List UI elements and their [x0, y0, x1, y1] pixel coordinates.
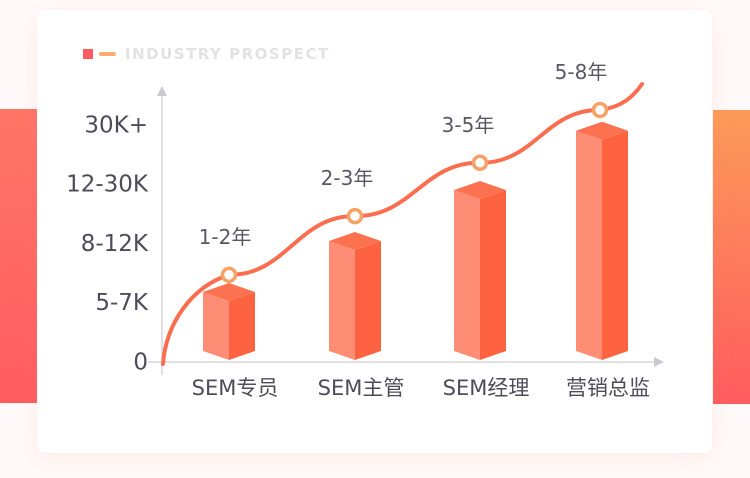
experience-trend-line: [161, 82, 644, 366]
year-annotation: 3-5年: [442, 113, 495, 137]
y-tick-label: 12-30K: [66, 172, 149, 198]
y-tick-label: 8-12K: [81, 231, 149, 257]
bar-right-face: [229, 292, 255, 360]
bar-top-face: [203, 283, 255, 302]
bar-right-face: [480, 190, 506, 360]
bar-left-face: [576, 130, 602, 360]
x-axis-label: SEM专员: [192, 376, 279, 400]
bar-right-face: [602, 130, 628, 360]
bar-top-face: [576, 121, 628, 140]
x-axis-label: SEM主管: [318, 376, 405, 400]
section-header: INDUSTRY PROSPECT: [83, 44, 330, 64]
legend-dash-icon: [99, 52, 116, 56]
line-point-marker: [346, 207, 364, 225]
line-point-marker: [220, 266, 238, 284]
right-edge-gradient-strip: [713, 110, 750, 404]
y-tick-label: 30K+: [84, 112, 148, 138]
y-tick-label: 5-7K: [95, 290, 149, 316]
bar-top-face: [454, 181, 506, 200]
x-axis-label: 营销总监: [566, 376, 650, 400]
left-edge-gradient-strip: [0, 109, 37, 403]
year-annotation: 1-2年: [199, 225, 252, 249]
year-annotation: 5-8年: [555, 60, 608, 84]
bar-left-face: [454, 190, 480, 360]
y-axis-arrow-icon: [157, 86, 167, 96]
line-point-marker: [471, 154, 489, 172]
bar-right-face: [355, 241, 381, 360]
x-axis-label: SEM经理: [443, 376, 530, 400]
bar-top-face: [329, 232, 381, 251]
line-point-marker: [591, 101, 609, 119]
x-axis-arrow-icon: [654, 357, 664, 367]
bar-left-face: [203, 292, 229, 360]
section-title: INDUSTRY PROSPECT: [125, 44, 330, 63]
legend-square-icon: [83, 49, 93, 59]
bar-left-face: [329, 241, 355, 360]
year-annotation: 2-3年: [321, 166, 374, 190]
y-tick-label: 0: [133, 350, 148, 376]
